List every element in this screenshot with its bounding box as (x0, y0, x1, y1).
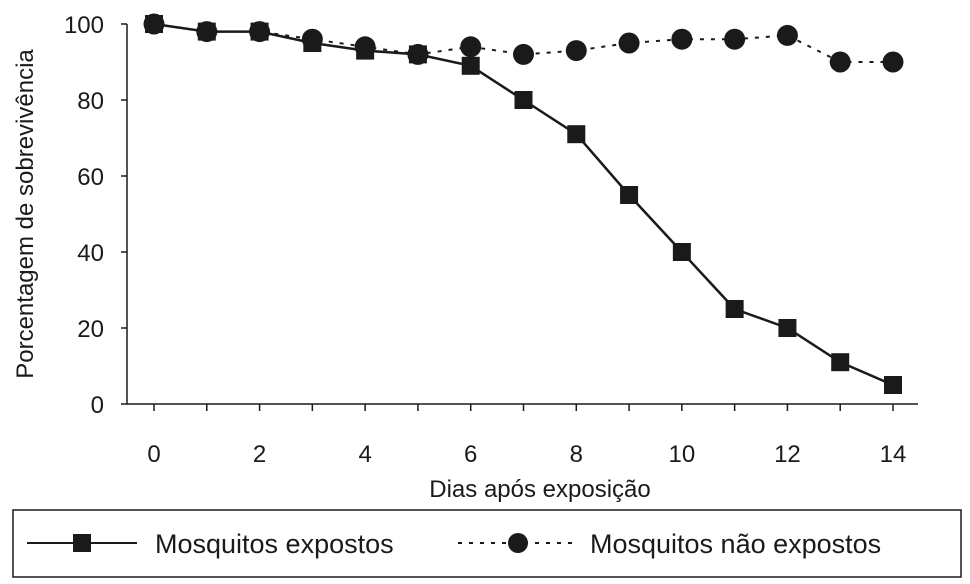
data-point-exposed (461, 56, 480, 75)
x-tick-label: 10 (669, 441, 696, 468)
y-tick-label: 100 (64, 12, 104, 39)
y-tick-label: 0 (91, 392, 104, 419)
y-axis-ticks: 0 20 40 60 80 100 (64, 12, 127, 419)
legend-label-exposed: Mosquitos expostos (155, 529, 394, 559)
y-axis-title: Porcentagem de sobrevivência (12, 49, 39, 379)
y-tick-label: 40 (77, 240, 104, 267)
x-tick-label: 0 (147, 441, 160, 468)
y-tick-label: 80 (77, 88, 104, 115)
data-point-exposed (778, 319, 797, 337)
x-tick-label: 6 (464, 441, 477, 468)
data-point-unexposed (671, 28, 693, 50)
data-point-exposed (408, 45, 427, 64)
plot-area (143, 13, 904, 394)
data-point-exposed (831, 353, 850, 372)
x-tick-label: 2 (253, 441, 266, 468)
legend-box (12, 509, 962, 578)
data-point-unexposed (460, 36, 482, 58)
data-point-unexposed (565, 40, 587, 62)
y-tick-label: 20 (77, 316, 104, 343)
axes (126, 24, 918, 405)
x-tick-label: 4 (358, 441, 371, 468)
data-point-unexposed (618, 32, 640, 54)
data-point-unexposed (513, 43, 534, 65)
data-point-exposed (567, 125, 586, 144)
data-point-exposed (197, 22, 216, 41)
data-point-exposed (672, 243, 691, 261)
legend-label-unexposed: Mosquitos não expostos (590, 529, 881, 559)
data-point-exposed (725, 300, 744, 318)
x-tick-label: 12 (774, 441, 801, 468)
data-point-exposed (514, 91, 533, 109)
data-point-unexposed (724, 28, 746, 50)
data-point-exposed (303, 34, 322, 52)
data-point-exposed (356, 41, 375, 60)
y-tick-label: 60 (77, 164, 104, 191)
data-point-unexposed (882, 51, 904, 73)
data-point-unexposed (776, 24, 798, 46)
data-point-unexposed (829, 51, 851, 73)
data-point-exposed (250, 22, 269, 41)
x-tick-label: 14 (880, 441, 907, 468)
data-point-exposed (884, 376, 902, 394)
legend-marker-exposed (73, 534, 91, 552)
data-point-exposed (620, 186, 639, 204)
x-tick-label: 8 (570, 441, 583, 468)
legend-marker-unexposed (508, 533, 528, 553)
data-point-exposed (145, 15, 163, 33)
x-axis-ticks: 0 2 4 6 8 10 12 14 (147, 404, 906, 468)
legend: Mosquitos expostos Mosquitos não exposto… (12, 509, 962, 578)
x-axis-title: Dias após exposição (429, 476, 650, 503)
